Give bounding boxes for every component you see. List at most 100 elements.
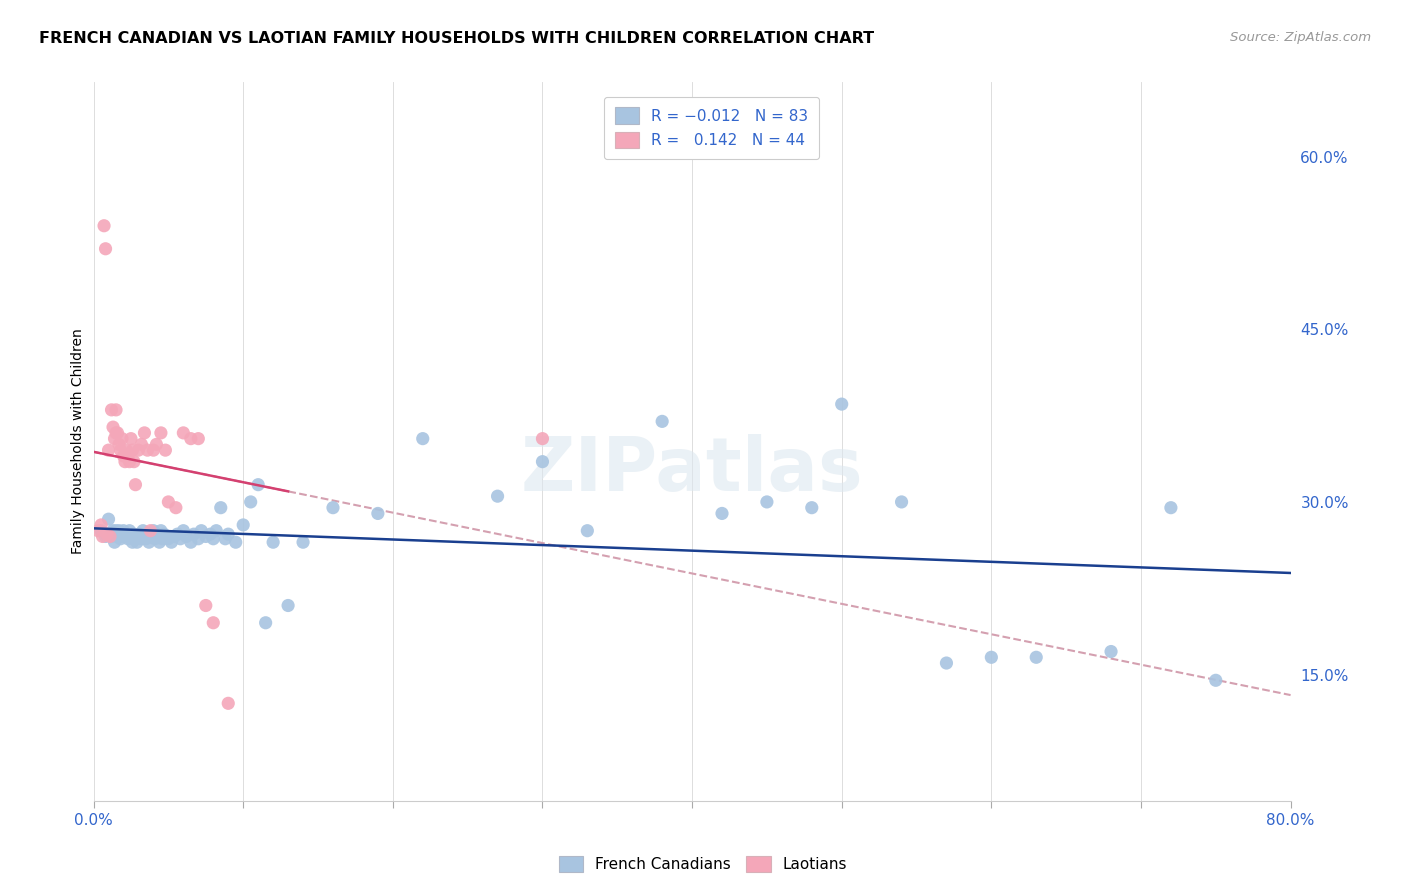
Point: [711, 507, 734, 521]
Point: [194, 599, 217, 613]
Point: [232, 518, 254, 533]
Point: [115, 443, 138, 458]
Point: [134, 529, 156, 543]
Point: [322, 500, 344, 515]
Point: [131, 437, 153, 451]
Point: [142, 524, 165, 538]
Text: FRENCH CANADIAN VS LAOTIAN FAMILY HOUSEHOLDS WITH CHILDREN CORRELATION CHART: FRENCH CANADIAN VS LAOTIAN FAMILY HOUSEH…: [39, 31, 875, 46]
Point: [105, 524, 128, 538]
Point: [110, 532, 132, 546]
Point: [531, 455, 554, 469]
Point: [87, 524, 110, 538]
Point: [134, 425, 156, 440]
Point: [180, 535, 202, 549]
Point: [121, 443, 143, 458]
Legend: French Canadians, Laotians: French Canadians, Laotians: [551, 848, 855, 880]
Point: [155, 443, 177, 458]
Point: [183, 527, 205, 541]
Point: [90, 524, 112, 538]
Point: [225, 535, 247, 549]
Point: [139, 529, 162, 543]
Point: [111, 529, 134, 543]
Point: [1160, 500, 1182, 515]
Point: [124, 532, 146, 546]
Point: [157, 495, 180, 509]
Point: [129, 527, 152, 541]
Point: [132, 524, 155, 538]
Point: [247, 477, 270, 491]
Point: [96, 527, 118, 541]
Point: [117, 532, 139, 546]
Text: Source: ZipAtlas.com: Source: ZipAtlas.com: [1230, 31, 1371, 45]
Point: [136, 527, 159, 541]
Point: [800, 500, 823, 515]
Point: [107, 529, 129, 543]
Point: [157, 532, 180, 546]
Point: [146, 529, 169, 543]
Point: [160, 535, 183, 549]
Point: [145, 527, 167, 541]
Point: [651, 414, 673, 428]
Point: [148, 535, 170, 549]
Point: [94, 242, 117, 256]
Point: [101, 524, 124, 538]
Point: [145, 437, 167, 451]
Point: [531, 432, 554, 446]
Point: [93, 219, 115, 233]
Point: [107, 425, 129, 440]
Point: [180, 432, 202, 446]
Point: [143, 532, 166, 546]
Point: [169, 532, 191, 546]
Point: [187, 432, 209, 446]
Point: [254, 615, 277, 630]
Point: [122, 527, 145, 541]
Point: [105, 425, 128, 440]
Point: [1205, 673, 1227, 688]
Point: [97, 512, 120, 526]
Point: [217, 696, 239, 710]
Point: [118, 524, 141, 538]
Point: [120, 529, 142, 543]
Point: [114, 455, 136, 469]
Point: [214, 532, 236, 546]
Point: [127, 529, 149, 543]
Point: [138, 535, 160, 549]
Point: [153, 527, 176, 541]
Point: [187, 532, 209, 546]
Point: [103, 535, 125, 549]
Point: [139, 524, 162, 538]
Point: [118, 455, 141, 469]
Point: [194, 529, 217, 543]
Point: [262, 535, 284, 549]
Point: [200, 527, 222, 541]
Point: [152, 532, 174, 546]
Point: [122, 455, 145, 469]
Point: [98, 529, 121, 543]
Point: [831, 397, 853, 411]
Point: [114, 529, 136, 543]
Point: [890, 495, 912, 509]
Point: [292, 535, 315, 549]
Point: [91, 529, 114, 543]
Point: [205, 524, 228, 538]
Point: [1025, 650, 1047, 665]
Point: [576, 524, 599, 538]
Point: [110, 443, 132, 458]
Point: [217, 527, 239, 541]
Point: [980, 650, 1002, 665]
Point: [367, 507, 389, 521]
Point: [100, 529, 122, 543]
Point: [163, 529, 186, 543]
Point: [155, 529, 177, 543]
Point: [112, 449, 135, 463]
Point: [103, 432, 125, 446]
Point: [165, 500, 187, 515]
Point: [412, 432, 434, 446]
Point: [120, 432, 142, 446]
Point: [172, 425, 194, 440]
Point: [176, 529, 198, 543]
Point: [202, 532, 225, 546]
Point: [105, 402, 128, 417]
Point: [108, 524, 131, 538]
Point: [101, 420, 124, 434]
